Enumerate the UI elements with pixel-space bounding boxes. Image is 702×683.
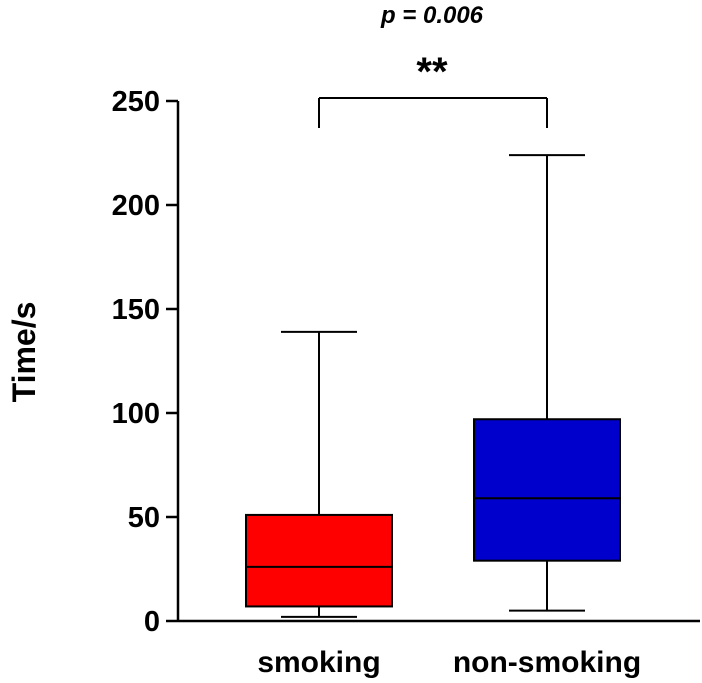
box-iqr [245,513,393,608]
significance-bracket [318,97,548,128]
significance-stars: ** [416,50,448,94]
category-label: smoking [257,646,380,679]
category-label: non-smoking [453,646,641,679]
box-smoking [245,330,393,618]
axes [166,97,700,623]
y-tick-label: 0 [144,606,160,638]
y-axis-label: Time/s [6,302,42,403]
box-non-smoking [473,154,621,612]
y-tick-label: 150 [112,294,160,326]
boxes [245,154,621,618]
box-iqr [473,418,621,562]
y-tick-label: 50 [128,502,160,534]
y-tick-label: 250 [112,86,160,118]
p-value-label: p = 0.006 [380,2,484,29]
y-tick-label: 200 [112,190,160,222]
labels: 0 50 100 150 200 250 smoking non-smoking [112,86,642,679]
y-tick-label: 100 [112,398,160,430]
